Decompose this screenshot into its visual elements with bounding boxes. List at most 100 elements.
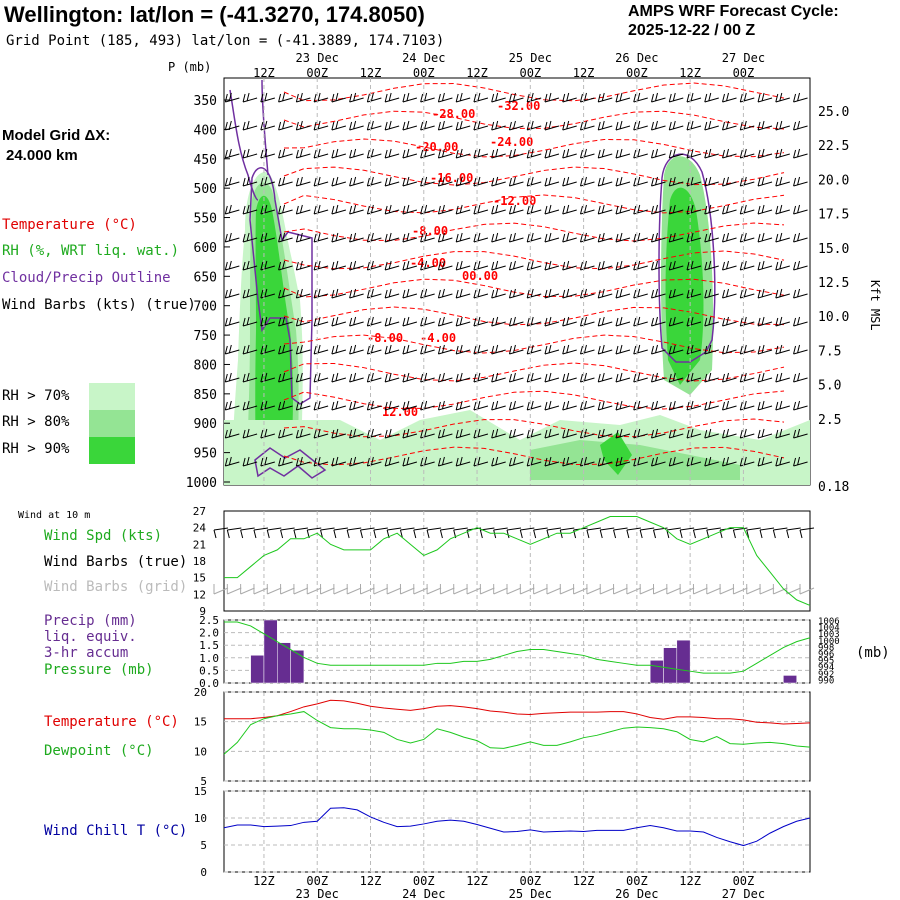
time-tick-top: 12Z: [679, 66, 701, 80]
wind-barb-flag: [242, 401, 246, 411]
kft-tick: 17.5: [818, 208, 849, 223]
wind-barb-shaft: [313, 405, 329, 411]
wind-barb-shaft: [615, 349, 631, 355]
wind-barb-flag: [420, 177, 424, 187]
pressure-tick: 996: [818, 650, 834, 660]
pressure-tick: 600: [194, 241, 217, 256]
wind-barb-shaft: [260, 153, 275, 159]
wind-barb-flag: [508, 429, 512, 439]
wind-barb-flag: [526, 373, 530, 383]
surface-barb-true-flag: [399, 529, 403, 539]
wind-barb-flag: [722, 401, 726, 411]
wind-barb-flag: [353, 344, 357, 354]
wind-barb-flag: [477, 288, 481, 298]
wind-barb-shaft: [456, 181, 471, 187]
wind-barb-shaft: [491, 293, 506, 299]
wind-barb-flag: [335, 372, 339, 382]
wind-barb-flag: [278, 345, 282, 355]
wind-barb-shaft: [313, 377, 329, 383]
wind-barb-flag: [246, 120, 250, 130]
wind-barb-shaft: [562, 293, 577, 299]
wind-barb-shaft: [509, 377, 524, 383]
wind-barb-flag: [370, 176, 374, 186]
wind-barb-flag: [708, 260, 712, 270]
wind-barb-flag: [455, 149, 459, 159]
wind-barb-flag: [246, 400, 250, 410]
wind-barb-flag: [317, 428, 321, 438]
wind-barb-shaft: [598, 377, 613, 383]
surface-barb-true: [280, 527, 295, 531]
wind-barb-flag: [473, 261, 477, 271]
wind-barb-flag: [512, 92, 516, 102]
wind-barb-flag: [619, 176, 623, 186]
surface-barb-true-flag: [439, 529, 443, 539]
wind-barb-shaft: [633, 405, 648, 411]
wind-barb-flag: [530, 148, 534, 158]
wind-barb-flag: [455, 177, 459, 187]
wind-barb-flag: [651, 457, 654, 467]
temperature-contour: [283, 334, 785, 354]
wind-barb-shaft: [722, 461, 737, 467]
wind-barb-flag: [779, 232, 783, 242]
wind-barb-flag: [437, 233, 441, 243]
wind-barb-flag: [455, 93, 459, 103]
wind-barb-shaft: [793, 293, 808, 299]
wind-barb-flag: [406, 428, 410, 438]
wind-barb-flag: [424, 260, 428, 270]
wind-barb-flag: [491, 373, 495, 383]
wind-barb-shaft: [296, 153, 311, 159]
surface-barb-grid: [506, 587, 522, 595]
wind-barb-flag: [526, 429, 530, 439]
wind-barb-flag: [317, 148, 321, 158]
wind-barb-flag: [406, 456, 410, 466]
wind-barb-flag: [384, 205, 388, 215]
wind-barb-shaft: [669, 153, 684, 159]
page-title: Wellington: lat/lon = (-41.3270, 174.805…: [4, 2, 425, 27]
wind-barb-flag: [264, 400, 268, 410]
wind-barb-flag: [668, 121, 672, 131]
wind-barb-shaft: [615, 97, 631, 103]
time-tick-top: 00Z: [413, 66, 435, 80]
pressure-tick: 1000: [818, 637, 840, 647]
wind-barb-flag: [793, 401, 797, 411]
wind-barb-shaft: [420, 321, 435, 327]
wind-barb-flag: [335, 456, 339, 466]
wind-barb-flag: [512, 316, 516, 326]
kft-tick: 7.5: [818, 344, 841, 359]
wind-barb-flag: [224, 149, 228, 159]
wind-barb-shaft: [331, 433, 347, 439]
wind-barb-flag: [495, 260, 499, 270]
wind-barb-flag: [708, 204, 712, 214]
wind-barb-flag: [686, 261, 690, 271]
wind-barb-flag: [726, 120, 730, 130]
wind-barb-flag: [566, 344, 570, 354]
surface-barb-grid: [533, 587, 548, 595]
wind-barb-flag: [526, 93, 530, 103]
date-label-bottom: 25 Dec: [509, 887, 552, 900]
wind-barb-shaft: [438, 461, 453, 467]
wind-barb-shaft: [331, 125, 347, 131]
wind-barbs-true-label: Wind Barbs (true): [44, 554, 188, 570]
wind-barb-shaft: [651, 405, 666, 411]
wind-barb-shaft: [225, 433, 240, 439]
precip-tick-labels: 2.52.01.51.00.50.0: [199, 614, 219, 690]
wind-barb-shaft: [704, 433, 719, 439]
wind-barb-flag: [424, 148, 428, 158]
wind-barb-shaft: [402, 349, 418, 355]
wind-barb-flag: [366, 149, 370, 159]
wind-barb-shaft: [402, 153, 418, 159]
wind-barb-shaft: [580, 265, 595, 271]
wind-barb-flag: [615, 317, 619, 327]
wind-barb-flag: [260, 233, 264, 243]
wind-barb-flag: [722, 121, 726, 131]
wind-barb-flag: [708, 344, 712, 354]
wind-barb-flag: [775, 93, 779, 103]
surface-barb-true: [773, 527, 788, 531]
wind-barb-flag: [668, 317, 672, 327]
wind-barb-shaft: [669, 237, 684, 243]
wind-barb-shaft: [651, 293, 666, 299]
wind-barb-flag: [384, 289, 388, 299]
surface-barb-grid: [333, 587, 349, 595]
legend-cloud-outline: Cloud/Precip Outline: [2, 270, 171, 286]
wind-barb-flag: [722, 149, 726, 159]
